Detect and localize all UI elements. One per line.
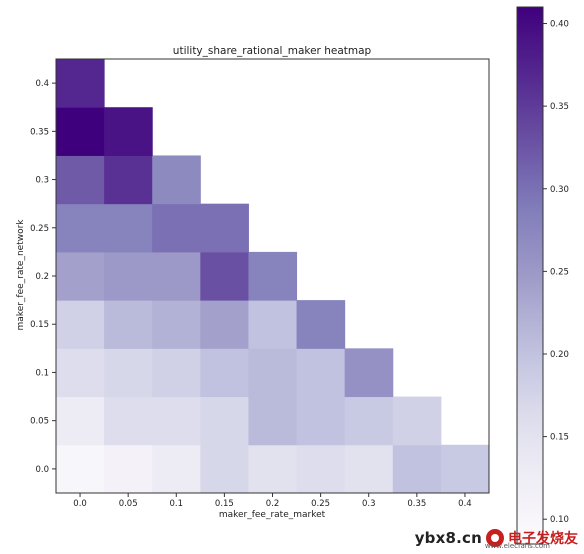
heatmap-cell bbox=[104, 300, 153, 349]
x-tick-label: 0.0 bbox=[73, 499, 87, 509]
heatmap-cell bbox=[56, 107, 105, 156]
heatmap-cell bbox=[104, 396, 153, 446]
heatmap-cell bbox=[56, 300, 105, 349]
heatmap-cell bbox=[152, 251, 201, 301]
y-tick-label: 0.15 bbox=[30, 320, 49, 330]
heatmap-cell bbox=[56, 396, 105, 446]
colorbar-tick-label: 0.35 bbox=[550, 102, 569, 112]
heatmap-cell bbox=[152, 396, 201, 446]
heatmap-cell bbox=[344, 348, 394, 398]
heatmap-cell bbox=[56, 59, 105, 108]
y-tick-label: 0.1 bbox=[35, 368, 49, 378]
heatmap-cell bbox=[392, 396, 442, 446]
heatmap-cell bbox=[56, 203, 105, 253]
watermark: ybx8.cn 电子发烧友 www.elecfans.com bbox=[414, 528, 578, 550]
colorbar-ticks: 0.10 0.15 0.20 0.25 0.30 0.35 0.40 bbox=[543, 20, 569, 525]
y-tick-label: 0.3 bbox=[35, 176, 49, 186]
y-axis-ticks: 0.0 0.05 0.1 0.15 0.2 0.25 0.3 0.35 0.4 bbox=[30, 79, 56, 475]
heatmap-cell bbox=[104, 107, 153, 156]
heatmap-cell bbox=[56, 348, 105, 398]
heatmap-cell bbox=[104, 444, 153, 494]
heatmap-cell bbox=[392, 444, 442, 494]
x-tick-label: 0.15 bbox=[215, 499, 234, 509]
heatmap-cell bbox=[104, 203, 153, 253]
heatmap-cell bbox=[344, 444, 394, 494]
heatmap-cell bbox=[248, 348, 298, 398]
heatmap-cell bbox=[56, 155, 105, 205]
heatmap-cell bbox=[200, 251, 249, 301]
heatmap-cells bbox=[56, 59, 490, 494]
colorbar bbox=[516, 6, 544, 545]
heatmap-cell bbox=[152, 203, 201, 253]
y-tick-label: 0.0 bbox=[35, 465, 49, 475]
y-axis-label: maker_fee_rate_network bbox=[16, 219, 26, 331]
x-tick-label: 0.4 bbox=[458, 499, 472, 509]
y-tick-label: 0.2 bbox=[35, 272, 49, 282]
heatmap-cell bbox=[152, 155, 201, 205]
heatmap-cell bbox=[152, 444, 201, 494]
x-tick-label: 0.3 bbox=[362, 499, 376, 509]
heatmap-cell bbox=[248, 300, 298, 349]
heatmap-cell bbox=[296, 444, 346, 494]
y-tick-label: 0.4 bbox=[35, 79, 49, 89]
colorbar-tick-label: 0.20 bbox=[550, 350, 569, 360]
heatmap-cell bbox=[104, 251, 153, 301]
heatmap-cell bbox=[296, 348, 346, 398]
x-axis-ticks: 0.0 0.05 0.1 0.15 0.2 0.25 0.3 0.35 0.4 bbox=[73, 493, 472, 509]
y-tick-label: 0.35 bbox=[30, 127, 49, 137]
x-tick-label: 0.1 bbox=[170, 499, 184, 509]
colorbar-tick-label: 0.10 bbox=[550, 515, 569, 525]
heatmap-cell bbox=[56, 444, 105, 494]
heatmap-cell bbox=[200, 396, 249, 446]
logo-icon bbox=[486, 529, 504, 547]
heatmap-cell bbox=[200, 348, 249, 398]
x-axis-label: maker_fee_rate_market bbox=[219, 510, 326, 520]
colorbar-tick-label: 0.25 bbox=[550, 267, 569, 277]
colorbar-tick-label: 0.30 bbox=[550, 185, 569, 195]
x-tick-label: 0.05 bbox=[119, 499, 138, 509]
chart-title: utility_share_rational_maker heatmap bbox=[173, 45, 372, 57]
heatmap-cell bbox=[296, 300, 346, 349]
x-tick-label: 0.35 bbox=[407, 499, 426, 509]
x-tick-label: 0.25 bbox=[311, 499, 330, 509]
heatmap-cell bbox=[248, 251, 298, 301]
watermark-brand: 电子发烧友 bbox=[508, 531, 578, 547]
heatmap-cell bbox=[200, 444, 249, 494]
heatmap-cell bbox=[344, 396, 394, 446]
watermark-url: ybx8.cn bbox=[414, 529, 482, 547]
x-tick-label: 0.2 bbox=[266, 499, 280, 509]
heatmap-cell bbox=[200, 203, 249, 253]
heatmap-cell bbox=[248, 396, 298, 446]
heatmap-cell bbox=[152, 300, 201, 349]
heatmap-cell bbox=[296, 396, 346, 446]
watermark-site: www.elecfans.com bbox=[484, 542, 550, 550]
heatmap-cell bbox=[104, 155, 153, 205]
heatmap-cell bbox=[104, 348, 153, 398]
colorbar-tick-label: 0.15 bbox=[550, 433, 569, 443]
heatmap-cell bbox=[440, 444, 490, 494]
heatmap-cell bbox=[56, 251, 105, 301]
heatmap-cell bbox=[200, 300, 249, 349]
colorbar-tick-label: 0.40 bbox=[550, 20, 569, 30]
heatmap-cell bbox=[248, 444, 298, 494]
y-tick-label: 0.25 bbox=[30, 224, 49, 234]
y-tick-label: 0.05 bbox=[30, 417, 49, 427]
heatmap-cell bbox=[152, 348, 201, 398]
